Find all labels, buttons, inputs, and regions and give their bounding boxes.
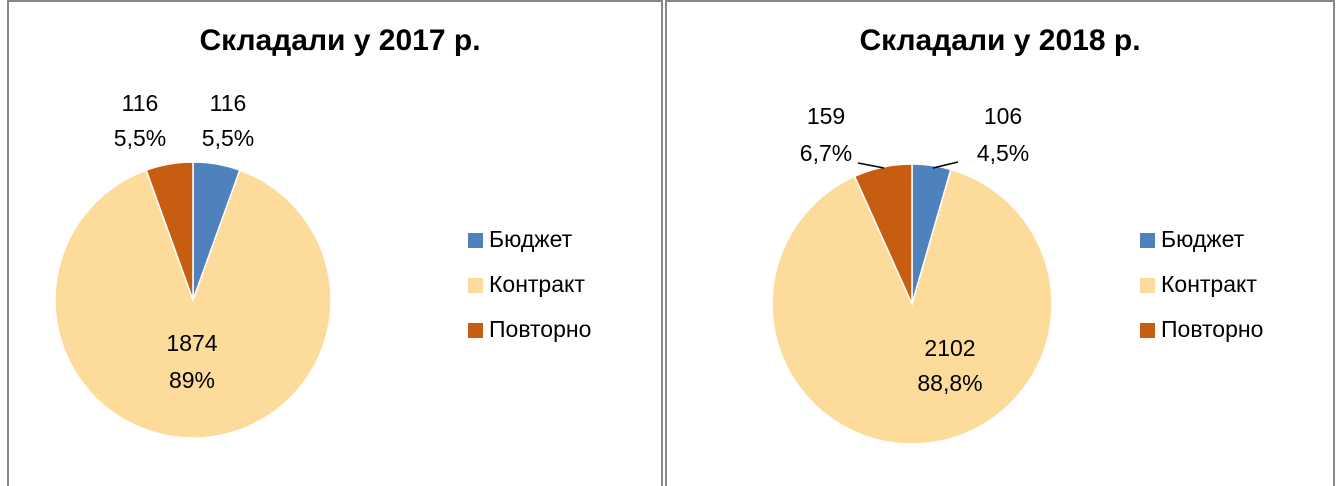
legend-swatch [1140,278,1155,293]
leader-line [932,161,959,169]
percent-label: 5,5% [114,125,166,151]
legend-label: Контракт [1161,271,1257,297]
percent-label: 6,7% [800,140,852,166]
percent-label: 89% [169,367,215,393]
pie-slice [54,169,332,439]
data-label: 2102 [924,335,975,361]
data-label: 106 [984,103,1022,129]
legend-swatch [468,278,483,293]
pie-slice [771,168,1053,445]
legend-swatch [1140,233,1155,248]
legend-label: Контракт [489,271,585,297]
legend-label: Повторно [1161,316,1263,342]
percent-label: 5,5% [202,125,254,151]
legend-label: Бюджет [1161,226,1245,252]
legend-label: Бюджет [489,226,573,252]
data-label: 1874 [166,330,217,356]
percent-label: 4,5% [977,140,1029,166]
legend-swatch [468,323,483,338]
percent-label: 88,8% [917,370,982,396]
chart-title: Складали у 2018 р. [859,24,1140,57]
data-label: 116 [210,90,247,116]
legend-swatch [468,233,483,248]
legend-swatch [1140,323,1155,338]
data-label: 116 [122,90,159,116]
pie-slice [145,161,194,301]
leader-line [857,162,885,169]
chart-title: Складали у 2017 р. [199,24,480,57]
data-label: 159 [807,103,845,129]
legend-label: Повторно [489,316,591,342]
